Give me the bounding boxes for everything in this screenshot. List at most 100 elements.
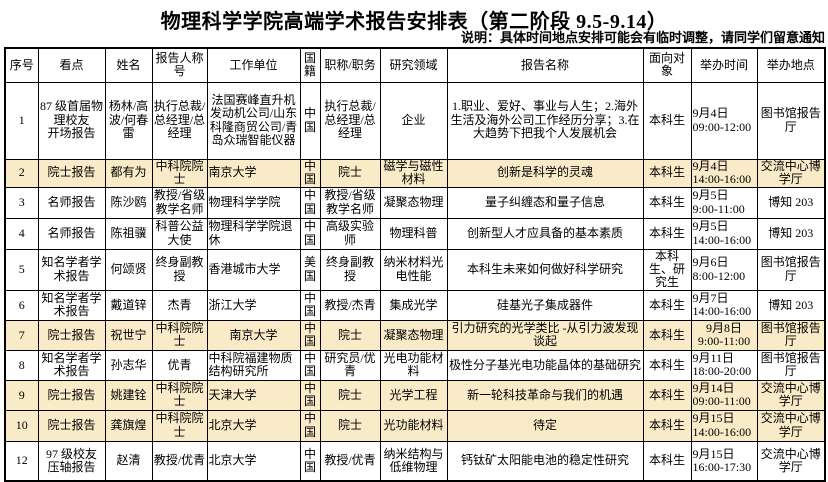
cell-report: 创新型人才应具备的基本素质 [446,217,644,250]
cell-location: 图书馆报告厅 [756,349,826,381]
cell-name: 都有为 [104,158,153,188]
schedule-note: 说明：具体时间地点安排可能会有临时调整，请同学们留意通知 [460,30,825,45]
cell-time: 9月6日 8:00-12:00 [690,248,758,291]
cell-time: 9月15日 16:00-17:30 [690,440,758,482]
cell-location: 图书馆报告厅 [756,248,826,291]
cell-lookpoint: 院士报告 [37,158,106,188]
cell-report: 新一轮科技革命与我们的机遇 [446,379,644,411]
cell-title: 执行总裁/总经理/总经理 [151,81,208,160]
cell-title: 中科院院士 [151,409,208,442]
cell-field: 磁学与磁性材料 [379,158,448,188]
table-row: 9 院士报告 姚建铨 中科院院士 天津大学 中国 院士 光学工程 新一轮科技革命与我们的机遇 本科… [4,379,826,411]
cell-seq: 7 [4,319,39,351]
cell-time: 9月14日 09:00-11:00 [690,379,758,411]
cell-title: 杰青 [151,289,208,321]
cell-title: 中科院院士 [151,379,208,411]
header-cell-name: 姓名 [104,47,153,83]
cell-unit: 法国赛峰直升机发动机公司/山东科隆商贸公司/青岛众瑞智能仪器 [206,81,301,160]
cell-nationality: 中国 [299,409,321,442]
cell-lookpoint: 知名学者学术报告 [37,248,106,291]
cell-nationality: 中国 [299,289,321,321]
cell-unit: 香港城市大学 [206,248,301,291]
cell-name: 陈祖骥 [104,217,153,250]
cell-field: 企业 [379,81,448,160]
cell-unit: 物理科学学院退休 [206,217,301,250]
cell-name: 何颂贤 [104,248,153,291]
cell-name: 孙志华 [104,349,153,381]
cell-position: 院士 [319,319,381,351]
cell-report: 硅基光子集成器件 [446,289,644,321]
cell-location: 交流中心博学厅 [756,409,826,442]
cell-unit: 北京大学 [206,409,301,442]
header-cell-audience: 面向对象 [642,47,692,83]
cell-nationality: 中国 [299,186,321,219]
cell-position: 执行总裁/总经理/总经理 [319,81,381,160]
cell-title: 中科院院士 [151,158,208,188]
cell-time: 9月7日 14:00-16:00 [690,289,758,321]
cell-audience: 本科生 [642,319,692,351]
cell-name: 陈沙鸥 [104,186,153,219]
cell-audience: 本科生 [642,379,692,411]
table-row: 10 院士报告 龚旗煌 中科院院士 北京大学 中国 院士 光功能材料 待定 本科生 9月15日 14… [4,409,826,442]
cell-unit: 物理科学学院 [206,186,301,219]
cell-location: 图书馆报告厅 [756,319,826,351]
cell-name: 杨林/高波/何春雷 [104,81,153,160]
cell-lookpoint: 院士报告 [37,409,106,442]
cell-audience: 本科生 [642,217,692,250]
cell-lookpoint: 知名学者学术报告 [37,349,106,381]
cell-field: 光功能材料 [379,409,448,442]
cell-report: 极性分子基光电功能晶体的基础研究 [446,349,644,381]
cell-lookpoint: 院士报告 [37,319,106,351]
table-row: 3 名师报告 陈沙鸥 教授/省级教学名师 物理科学学院 中国 教授/省级教学名师 凝聚态物理量… [4,186,826,219]
cell-seq: 6 [4,289,39,321]
header-cell-nationality: 国籍 [299,47,321,83]
cell-title: 科普公益大使 [151,217,208,250]
cell-audience: 本科生 [642,81,692,160]
cell-report: 量子纠缠态和量子信息 [446,186,644,219]
cell-position: 院士 [319,158,381,188]
table-row: 6 知名学者学术报告 戴道锌 杰青 浙江大学 中国 教授/杰青 集成光学 硅基光子集成器件 本科生… [4,289,826,321]
cell-audience: 本科生、研究生 [642,248,692,291]
header-cell-title: 报告人称号 [151,47,208,83]
table-row: 5 知名学者学术报告 何颂贤 终身副教授 香港城市大学 美国 终身副教授 纳米材料光电性能 本科… [4,248,826,291]
cell-lookpoint: 87 级首届物理校友 开场报告 [37,81,106,160]
cell-lookpoint: 97 级校友 压轴报告 [37,440,106,482]
cell-unit: 中科院福建物质结构研究所 [206,349,301,381]
cell-name: 姚建铨 [104,379,153,411]
cell-lookpoint: 院士报告 [37,379,106,411]
cell-time: 9月8日 9:00-11:00 [690,319,758,351]
cell-time: 9月11日 18:00-20:00 [690,349,758,381]
cell-seq: 12 [4,440,39,482]
cell-nationality: 中国 [299,440,321,482]
cell-report: 创新是科学的灵魂 [446,158,644,188]
cell-nationality: 中国 [299,349,321,381]
cell-seq: 4 [4,217,39,250]
cell-field: 光学工程 [379,379,448,411]
cell-lookpoint: 名师报告 [37,217,106,250]
cell-seq: 8 [4,349,39,381]
cell-name: 祝世宁 [104,319,153,351]
cell-report: 待定 [446,409,644,442]
cell-location: 博知 203 [756,289,826,321]
cell-field: 物理科普 [379,217,448,250]
cell-position: 研究员/优青 [319,349,381,381]
schedule-table: 序号 看点 姓名 报告人称号 工作单位 国籍 职称/职务 研究领域 报告名称 面向对象 举办时间 举办… [4,47,826,482]
header-cell-unit: 工作单位 [206,47,301,83]
cell-nationality: 中国 [299,379,321,411]
table-row: 12 97 级校友 压轴报告 赵清 教授/优青 北京大学 中国 教授/优青 纳米结构与低维物理… [4,440,826,482]
cell-time: 9月15日 14:00-16:00 [690,409,758,442]
cell-time: 9月5日 9:00-11:00 [690,186,758,219]
cell-name: 龚旗煌 [104,409,153,442]
table-row: 7 院士报告 祝世宁 中科院院士 南京大学 中国 院士 凝聚态物理 引力研究的光学类比 -从引力… [4,319,826,351]
cell-nationality: 美国 [299,248,321,291]
cell-audience: 本科生 [642,440,692,482]
cell-position: 院士 [319,379,381,411]
cell-position: 终身副教授 [319,248,381,291]
cell-nationality: 中国 [299,81,321,160]
cell-nationality: 中国 [299,158,321,188]
cell-report: 1.职业、爱好、事业与人生；2.海外生活及海外公司工作经历分享；3.在大趋势下把… [446,81,644,160]
header-cell-field: 研究领域 [379,47,448,83]
cell-seq: 10 [4,409,39,442]
table-row: 1 87 级首届物理校友 开场报告 杨林/高波/何春雷 执行总裁/总经理/总经理 法国赛… [4,81,826,160]
cell-field: 凝聚态物理 [379,186,448,219]
